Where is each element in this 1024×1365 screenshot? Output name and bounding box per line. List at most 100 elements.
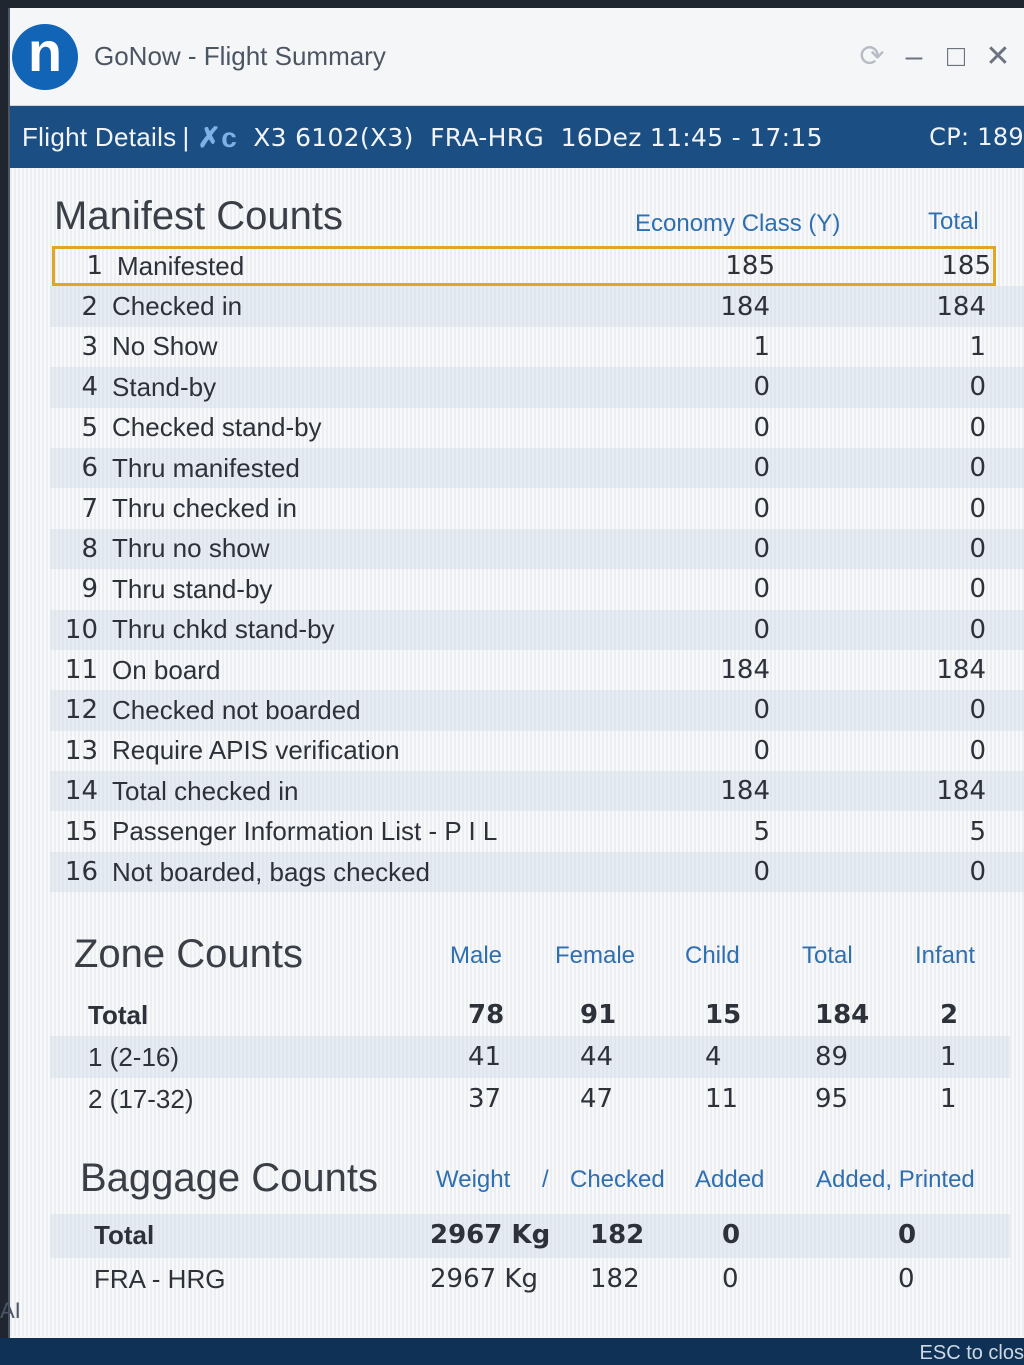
weight-checked-separator: / <box>542 1166 549 1194</box>
baggage-counts-section: Baggage Counts Weight / Checked Added Ad… <box>50 1156 1024 1316</box>
female-header: Female <box>555 942 636 970</box>
baggage-row-label: Total <box>94 1220 155 1251</box>
manifest-row-economy: 185 <box>725 251 775 282</box>
manifest-row-label: Total checked in <box>112 775 299 806</box>
manifest-row-total: 184 <box>936 655 986 686</box>
flight-summary-window: n GoNow - Flight Summary ⟳ – □ ✕ Flight … <box>8 8 1024 1338</box>
manifest-row-number: 10 <box>64 614 98 645</box>
zone-row-female: 44 <box>580 1042 614 1073</box>
zone-row-male: 41 <box>468 1042 502 1073</box>
manifest-row[interactable]: 8 Thru no show 0 0 <box>50 528 1024 570</box>
manifest-row[interactable]: 10 Thru chkd stand-by 0 0 <box>50 609 1024 650</box>
male-header: Male <box>450 942 503 970</box>
manifest-row-total: 1 <box>969 331 986 362</box>
manifest-row[interactable]: 16 Not boarded, bags checked 0 0 <box>50 851 1024 893</box>
zone-row: Total 78 91 15 184 2 <box>50 994 1010 1036</box>
minimize-button[interactable]: – <box>905 39 923 73</box>
manifest-row[interactable]: 13 Require APIS verification 0 0 <box>50 731 1024 771</box>
manifest-row[interactable]: 2 Checked in 184 184 <box>50 286 1024 327</box>
added-printed-header: Added, Printed <box>816 1166 975 1194</box>
manifest-row[interactable]: 3 No Show 1 1 <box>50 327 1024 367</box>
details-separator: | <box>182 121 190 152</box>
flight-info: X3 6102(X3) FRA-HRG 16Dez 11:45 - 17:15 <box>253 122 823 152</box>
baggage-row-label: FRA - HRG <box>94 1264 226 1295</box>
manifest-row[interactable]: 11 On board 184 184 <box>50 650 1024 690</box>
manifest-row-label: Manifested <box>117 250 245 281</box>
zone-row-infant: 1 <box>940 1084 957 1115</box>
zone-row-total: 89 <box>815 1042 849 1073</box>
cp-count: CP: 189 <box>929 123 1024 151</box>
zone-row-male: 37 <box>468 1084 502 1115</box>
manifest-row[interactable]: 9 Thru stand-by 0 0 <box>50 569 1024 609</box>
manifest-row-label: Thru checked in <box>112 493 297 524</box>
manifest-row-total: 0 <box>969 372 986 403</box>
close-button[interactable]: ✕ <box>985 40 1011 73</box>
manifest-row-number: 3 <box>81 331 98 362</box>
manifest-row-economy: 0 <box>753 614 770 645</box>
baggage-row: Total 2967 Kg 182 0 0 <box>50 1214 1010 1259</box>
manifest-row-label: Passenger Information List - P I L <box>112 816 498 847</box>
manifest-row[interactable]: 4 Stand-by 0 0 <box>50 367 1024 408</box>
manifest-row-total: 0 <box>969 412 986 443</box>
zone-row-child: 11 <box>705 1084 739 1115</box>
title-bar: n GoNow - Flight Summary ⟳ – □ ✕ <box>10 8 1024 106</box>
manifest-row-economy: 0 <box>753 453 770 484</box>
manifest-row-economy: 0 <box>753 412 770 443</box>
manifest-row[interactable]: 14 Total checked in 184 184 <box>50 771 1024 812</box>
refresh-icon[interactable]: ⟳ <box>859 40 885 73</box>
zone-row-female: 91 <box>580 1000 617 1031</box>
zone-row-child: 15 <box>705 1000 742 1031</box>
manifest-row-label: Checked not boarded <box>112 694 361 725</box>
zone-counts-title: Zone Counts <box>74 932 304 977</box>
manifest-row-economy: 0 <box>753 493 770 524</box>
manifest-row-number: 4 <box>81 372 98 403</box>
manifest-row-economy: 0 <box>753 574 770 605</box>
window-title: GoNow - Flight Summary <box>94 41 386 71</box>
airline-logo-icon: ✗c <box>197 121 238 153</box>
manifest-row[interactable]: 6 Thru manifested 0 0 <box>50 447 1024 489</box>
zone-row: 2 (17-32) 37 47 11 95 1 <box>50 1078 1010 1120</box>
baggage-row-added-printed: 0 <box>898 1264 915 1295</box>
baggage-row-added: 0 <box>722 1220 741 1251</box>
manifest-row[interactable]: 7 Thru checked in 0 0 <box>50 488 1024 528</box>
manifest-row[interactable]: 15 Passenger Information List - P I L 5 5 <box>50 811 1024 851</box>
manifest-row-label: On board <box>112 654 221 685</box>
infant-header: Infant <box>915 942 976 970</box>
zone-row-male: 78 <box>468 1000 505 1031</box>
baggage-counts-title: Baggage Counts <box>80 1156 379 1201</box>
flight-details-label: Flight Details <box>22 121 177 152</box>
baggage-row-weight: 2967 Kg <box>430 1220 551 1251</box>
manifest-row[interactable]: 1 Manifested 185 185 <box>52 246 996 287</box>
manifest-row-label: Require APIS verification <box>112 735 400 766</box>
manifest-row-label: Checked in <box>112 291 243 322</box>
zone-row-label: 2 (17-32) <box>88 1084 194 1115</box>
manifest-row[interactable]: 12 Checked not boarded 0 0 <box>50 690 1024 731</box>
zone-row-female: 47 <box>580 1084 614 1115</box>
manifest-row-economy: 184 <box>720 655 770 686</box>
manifest-row-number: 5 <box>81 412 98 443</box>
manifest-row-number: 1 <box>86 251 103 282</box>
manifest-row-label: No Show <box>112 331 218 362</box>
maximize-button[interactable]: □ <box>946 39 966 73</box>
manifest-row-total: 0 <box>969 735 986 766</box>
baggage-row-added-printed: 0 <box>898 1220 917 1251</box>
manifest-row[interactable]: 5 Checked stand-by 0 0 <box>50 408 1024 448</box>
manifest-row-total: 184 <box>936 291 986 322</box>
side-label: AI <box>0 1298 21 1323</box>
baggage-row: FRA - HRG 2967 Kg 182 0 0 <box>50 1258 1010 1302</box>
manifest-table: 1 Manifested 185 185 2 Checked in 184 184 3 No Sh… <box>50 246 1024 893</box>
manifest-row-economy: 184 <box>720 291 770 322</box>
zone-row-infant: 2 <box>940 1000 959 1031</box>
manifest-row-economy: 184 <box>720 776 770 807</box>
manifest-row-number: 8 <box>81 533 98 564</box>
zone-row-total: 95 <box>815 1084 849 1115</box>
manifest-row-total: 184 <box>936 776 986 807</box>
manifest-row-number: 14 <box>64 776 98 807</box>
zone-row-infant: 1 <box>940 1042 957 1073</box>
manifest-row-label: Thru no show <box>112 533 270 564</box>
manifest-row-number: 2 <box>81 291 98 322</box>
manifest-row-number: 9 <box>81 574 98 605</box>
manifest-row-label: Checked stand-by <box>112 412 322 443</box>
manifest-row-economy: 0 <box>753 857 770 888</box>
manifest-row-total: 5 <box>969 816 986 847</box>
